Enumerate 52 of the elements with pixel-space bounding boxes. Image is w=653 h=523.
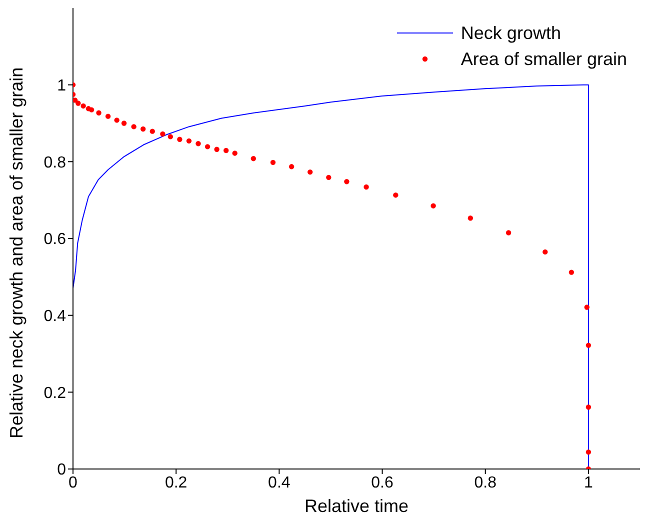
point — [76, 100, 81, 106]
x-axis-title: Relative time — [304, 496, 409, 516]
point — [586, 342, 592, 348]
point — [223, 148, 229, 154]
point — [88, 107, 94, 112]
point — [430, 203, 436, 208]
y-tick-label: 0.2 — [44, 384, 66, 402]
point — [326, 174, 332, 180]
y-axis-title: Relative neck growth and area of smaller grain — [6, 67, 26, 438]
y-tick-label: 0 — [57, 462, 66, 479]
point — [364, 184, 369, 190]
x-tick-label: 0.4 — [268, 474, 290, 492]
point — [140, 126, 146, 132]
point — [232, 150, 238, 156]
point — [468, 216, 474, 221]
legend-label: Neck growth — [460, 22, 561, 45]
point — [80, 103, 86, 109]
point — [114, 118, 120, 123]
point — [204, 144, 210, 150]
legend-label: Area of smaller grain — [460, 48, 627, 71]
point — [96, 110, 102, 116]
x-tick-label: 0.8 — [474, 474, 497, 492]
x-tick-label: 1 — [584, 474, 593, 492]
point — [160, 131, 166, 137]
point — [105, 114, 111, 119]
point — [586, 449, 592, 455]
point — [270, 160, 276, 166]
point — [214, 146, 220, 152]
point — [186, 138, 192, 144]
point — [308, 169, 313, 175]
point — [506, 230, 512, 236]
point — [177, 136, 182, 142]
point — [393, 192, 398, 198]
point — [131, 124, 136, 130]
point — [250, 156, 256, 162]
point — [584, 304, 590, 310]
point — [168, 134, 174, 140]
point — [542, 249, 548, 255]
x-tick-label: 0 — [68, 474, 78, 492]
point — [121, 120, 127, 126]
point — [150, 128, 155, 134]
y-tick-label: 0.6 — [44, 231, 66, 248]
point — [568, 270, 574, 275]
y-tick-label: 1 — [57, 78, 66, 95]
x-tick-label: 0.2 — [164, 474, 188, 492]
point — [586, 404, 592, 410]
point — [288, 164, 294, 170]
y-tick-label: 0.8 — [44, 154, 66, 172]
point — [344, 179, 350, 184]
x-tick-label: 0.6 — [371, 474, 394, 492]
point — [196, 141, 201, 146]
y-tick-label: 0.4 — [44, 308, 66, 326]
